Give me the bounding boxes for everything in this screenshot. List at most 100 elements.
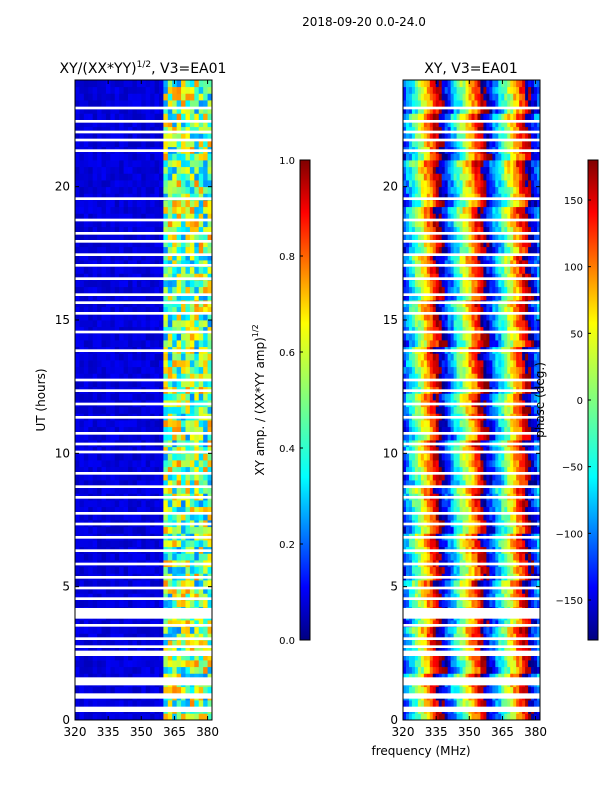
phase-cell [507, 500, 510, 507]
phase-cell [430, 453, 433, 460]
amplitude-cell [150, 500, 155, 507]
amplitude-cell [199, 267, 204, 274]
phase-cell [504, 540, 507, 547]
amplitude-cell [106, 667, 111, 674]
amplitude-cell [163, 280, 168, 287]
amplitude-cell [75, 367, 80, 374]
amplitude-cell [163, 660, 168, 667]
phase-cell [474, 627, 477, 634]
amplitude-cell [172, 527, 177, 534]
amplitude-cell [199, 160, 204, 167]
phase-cell [525, 627, 528, 634]
amplitude-cell [102, 267, 107, 274]
amplitude-cell [128, 453, 133, 460]
amplitude-cell [203, 367, 208, 374]
phase-cell [433, 667, 436, 674]
phase-cell [412, 553, 415, 560]
phase-cell [513, 687, 516, 694]
amplitude-cell [88, 667, 93, 674]
amplitude-cell [93, 340, 98, 347]
amplitude-cell [93, 187, 98, 194]
phase-cell [528, 600, 531, 607]
amplitude-cell [128, 87, 133, 94]
amplitude-cell [159, 367, 164, 374]
phase-cell [403, 660, 406, 667]
phase-cell [480, 660, 483, 667]
phase-cell [483, 500, 486, 507]
amplitude-cell [203, 187, 208, 194]
phase-cell [448, 600, 451, 607]
amplitude-cell [199, 340, 204, 347]
phase-cell [457, 453, 460, 460]
amplitude-cell [155, 527, 160, 534]
phase-cell [418, 460, 421, 467]
phase-cell [457, 700, 460, 707]
amplitude-cell [155, 80, 160, 87]
phase-cell [409, 600, 412, 607]
amplitude-cell [110, 713, 115, 720]
amplitude-cell [79, 453, 84, 460]
phase-cell [534, 567, 537, 574]
phase-cell [483, 660, 486, 667]
phase-cell [483, 453, 486, 460]
phase-cell [507, 580, 510, 587]
phase-cell [418, 540, 421, 547]
phase-cell [516, 600, 519, 607]
amplitude-cell [194, 160, 199, 167]
amplitude-cell [199, 247, 204, 254]
amplitude-cell [177, 207, 182, 214]
phase-cell [472, 713, 475, 720]
phase-cell [412, 600, 415, 607]
amplitude-cell [194, 333, 199, 340]
amplitude-cell [128, 320, 133, 327]
amplitude-cell [185, 247, 190, 254]
phase-cell [504, 580, 507, 587]
phase-cell [525, 660, 528, 667]
amplitude-cell [132, 287, 137, 294]
amplitude-cell [185, 87, 190, 94]
amplitude-cell [194, 580, 199, 587]
phase-cell [534, 700, 537, 707]
amplitude-cell [159, 540, 164, 547]
amplitude-cell [102, 567, 107, 574]
amplitude-cell [181, 353, 186, 360]
phase-cell [477, 567, 480, 574]
flag-gap [75, 485, 212, 488]
amplitude-cell [84, 367, 89, 374]
phase-cell [477, 627, 480, 634]
amplitude-cell [194, 153, 199, 160]
amplitude-cell [194, 667, 199, 674]
phase-cell [474, 580, 477, 587]
amplitude-cell [119, 100, 124, 107]
phase-cell [454, 567, 457, 574]
phase-cell [525, 553, 528, 560]
phase-cell [466, 500, 469, 507]
amplitude-cell [115, 353, 120, 360]
amplitude-cell [163, 687, 168, 694]
amplitude-cell [159, 713, 164, 720]
phase-cell [454, 580, 457, 587]
colorbar-tick-label: 0.2 [279, 540, 295, 551]
phase-cell [504, 667, 507, 674]
amplitude-cell [190, 207, 195, 214]
amplitude-cell [194, 100, 199, 107]
amplitude-cell [115, 627, 120, 634]
amplitude-cell [75, 153, 80, 160]
amplitude-cell [119, 407, 124, 414]
amplitude-cell [194, 713, 199, 720]
amplitude-cell [185, 553, 190, 560]
amplitude-cell [137, 247, 142, 254]
amplitude-cell [75, 87, 80, 94]
amplitude-cell [168, 393, 173, 400]
phase-cell [439, 660, 442, 667]
amplitude-cell [146, 580, 151, 587]
amplitude-cell [75, 580, 80, 587]
amplitude-cell [93, 713, 98, 720]
amplitude-cell [181, 407, 186, 414]
amplitude-cell [79, 173, 84, 180]
amplitude-cell [177, 160, 182, 167]
amplitude-cell [150, 553, 155, 560]
amplitude-cell [141, 713, 146, 720]
amplitude-cell [185, 567, 190, 574]
amplitude-cell [172, 353, 177, 360]
